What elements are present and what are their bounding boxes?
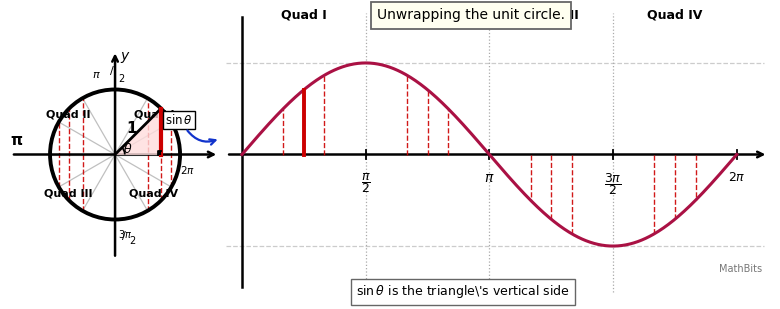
Text: Quad IV: Quad IV bbox=[129, 188, 179, 198]
Text: $\pi$: $\pi$ bbox=[92, 70, 101, 80]
Text: Quad II: Quad II bbox=[46, 109, 90, 119]
Text: $2$: $2$ bbox=[129, 234, 136, 246]
Text: /: / bbox=[110, 66, 114, 76]
Text: θ: θ bbox=[124, 143, 132, 156]
Text: Quad II: Quad II bbox=[402, 9, 452, 22]
Text: Quad I: Quad I bbox=[281, 9, 327, 22]
Text: Unwrapping the unit circle.: Unwrapping the unit circle. bbox=[377, 8, 565, 22]
Text: $\dfrac{\pi}{2}$: $\dfrac{\pi}{2}$ bbox=[360, 171, 370, 195]
Text: Quad I: Quad I bbox=[134, 109, 174, 119]
Text: $2\pi$: $2\pi$ bbox=[180, 163, 195, 176]
Text: $2$: $2$ bbox=[119, 72, 126, 84]
Text: π: π bbox=[10, 133, 23, 148]
Polygon shape bbox=[115, 108, 161, 154]
Text: MathBits: MathBits bbox=[719, 264, 762, 274]
Text: $\dfrac{3\pi}{2}$: $\dfrac{3\pi}{2}$ bbox=[604, 171, 622, 197]
Text: Quad III: Quad III bbox=[524, 9, 579, 22]
Text: /: / bbox=[122, 231, 126, 241]
Text: Quad IV: Quad IV bbox=[647, 9, 703, 22]
Text: $\sin\theta$ is the triangle\'s vertical side: $\sin\theta$ is the triangle\'s vertical… bbox=[356, 283, 570, 300]
Text: y: y bbox=[120, 49, 129, 63]
Text: Quad III: Quad III bbox=[44, 188, 93, 198]
Text: $2\pi$: $2\pi$ bbox=[728, 171, 746, 184]
Text: $\sin\theta$: $\sin\theta$ bbox=[165, 113, 193, 127]
Text: $\pi$: $\pi$ bbox=[484, 171, 495, 185]
Text: $3\pi$: $3\pi$ bbox=[119, 228, 133, 240]
Text: 1: 1 bbox=[126, 121, 136, 136]
Polygon shape bbox=[158, 151, 161, 154]
